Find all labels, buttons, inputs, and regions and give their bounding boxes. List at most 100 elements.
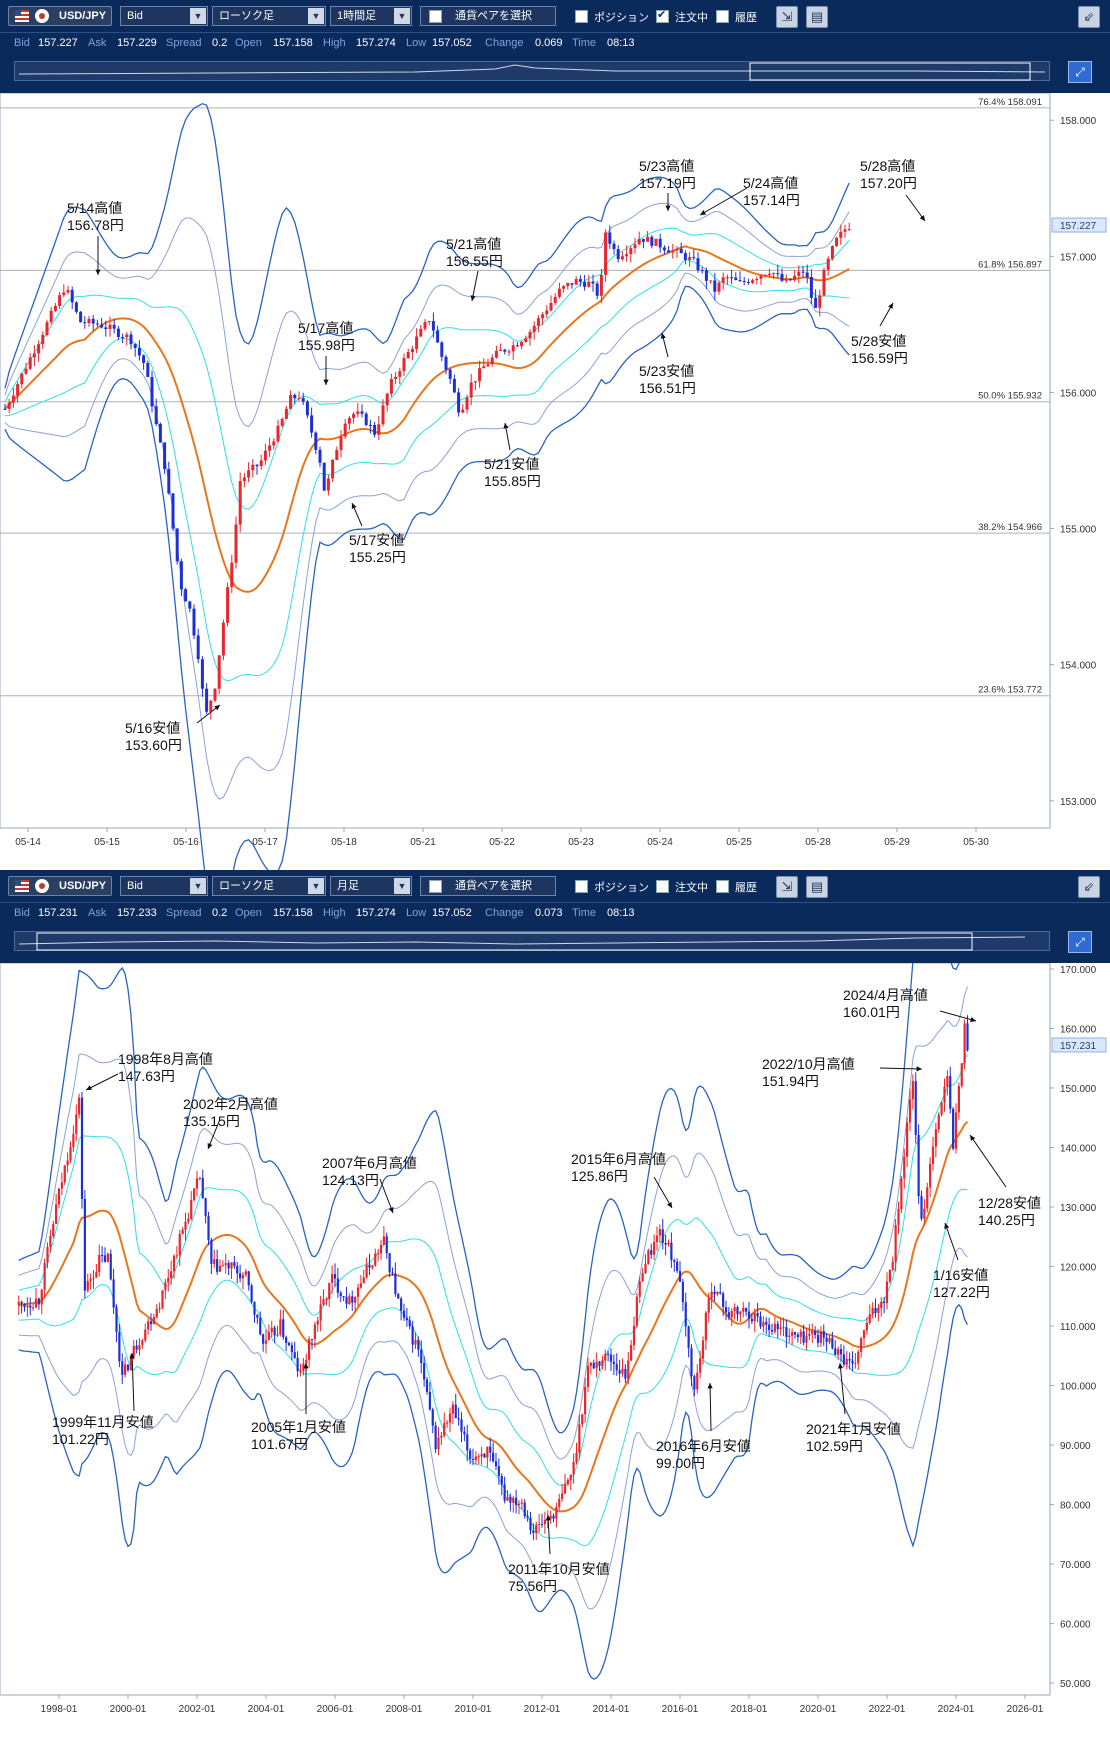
candle-body [688,257,692,260]
candle-body [572,1461,575,1475]
time-label: Time [572,907,597,919]
candle-body [373,425,377,435]
candle-body [398,371,402,377]
order-checkbox[interactable] [656,880,669,893]
candle-body [408,1320,411,1327]
order-checkbox[interactable] [656,8,669,23]
candle-body [256,1314,259,1318]
candle-body [809,277,813,298]
price-axis [1050,963,1110,1695]
expand-icon[interactable]: ⤢ [1068,61,1092,83]
position-checkbox[interactable] [575,880,588,893]
candle-body [647,1250,650,1265]
annotation-label: 5/28高値 [860,158,915,174]
collapse-icon[interactable]: ⇙ [1078,876,1100,898]
timeframe-value: 月足 [337,880,359,892]
monthly-chart[interactable]: 170.000 160.000 150.000 140.000 130.000 120.0… [0,963,1110,1737]
ask-value: 157.233 [117,907,157,919]
candle-body [196,635,200,660]
select-pair-button[interactable]: 通貨ペアを選択 [420,876,556,896]
candle-body [46,1246,49,1263]
fibonacci-label: 50.0% 155.932 [978,391,1042,402]
chart-type-select[interactable]: ローソク足 ▼ [212,6,326,26]
select-pair-button[interactable]: 通貨ペアを選択 [420,6,556,26]
candle-body [181,1229,184,1235]
candle-body [868,1314,871,1323]
candle-body [545,310,549,315]
candle-body [193,1188,196,1201]
candle-body [486,364,490,367]
annotation-arrowhead [129,1353,135,1359]
current-price-label: 157.231 [1060,1041,1097,1052]
candle-body [352,413,356,419]
chart-window-icon[interactable]: ▤ [806,6,828,28]
candle-body [98,1254,101,1272]
y-tick-label: 154.000 [1060,661,1097,672]
history-checkbox[interactable] [716,880,729,893]
hourly-chart[interactable]: 158.000 157.000 156.000 155.000 154.000 153.0… [0,93,1110,870]
currency-pair-selector[interactable]: USD/JPY [8,6,112,26]
candle-body [830,246,834,259]
chart-settings-icon[interactable]: ⇲ [776,876,798,898]
x-tick-label: 05-14 [15,837,41,848]
chart-type-select[interactable]: ローソク足 ▼ [212,876,326,896]
annotation-arrowhead [207,1143,213,1149]
candle-body [690,1348,693,1377]
price-type-select[interactable]: Bid ▼ [120,876,208,896]
candle-body [236,1265,239,1274]
candle-body [678,1270,682,1282]
candle-body [360,411,364,414]
annotation-label: 12/28安値 [978,1195,1041,1211]
candle-body [650,1250,653,1255]
chart-window-icon[interactable]: ▤ [806,876,828,898]
candle-body [209,700,213,712]
timeframe-value: 1時間足 [337,10,377,22]
collapse-icon[interactable]: ⇙ [1078,6,1100,28]
candle-body [538,1523,541,1525]
timeframe-select[interactable]: 月足 ▼ [330,876,412,896]
annotation-arrowhead [837,1363,844,1369]
annotation-value: 157.19円 [639,175,696,191]
history-label: 履歴 [735,12,757,24]
position-checkbox[interactable] [575,10,588,23]
candle-body [880,1301,883,1308]
candle-body [661,1229,664,1244]
chart-settings-icon[interactable]: ⇲ [776,6,798,28]
candle-body [95,1271,98,1278]
currency-pair-selector[interactable]: USD/JPY [8,876,112,896]
candle-body [213,1259,216,1264]
candle-body [135,1345,138,1350]
candle-body [149,1321,153,1325]
annotation-arrow [879,1067,923,1070]
candle-body [379,1244,383,1254]
candle-body [831,1337,834,1349]
history-checkbox[interactable] [716,10,729,23]
candle-body [247,1271,250,1286]
annotation-label: 5/21高値 [446,236,501,252]
candle-body [141,1340,144,1345]
candle-body [763,274,767,276]
timeframe-select[interactable]: 1時間足 ▼ [330,6,412,26]
candle-body [112,324,116,329]
annotation-value: 151.94円 [762,1073,819,1089]
x-tick-label: 05-18 [331,837,357,848]
spread-label: Spread [166,37,202,49]
expand-icon[interactable]: ⤢ [1068,931,1092,953]
bollinger-band [18,986,968,1460]
open-label: Open [235,907,262,919]
candle-body [356,1287,360,1297]
candle-body [633,244,637,249]
price-axis [1050,93,1110,828]
navigator-scrollbar[interactable] [14,931,1050,951]
candle-body [713,1291,716,1295]
price-type-select[interactable]: Bid ▼ [120,6,208,26]
candle-body [23,1303,26,1308]
candle-body [316,1320,319,1325]
history-label: 履歴 [735,882,757,894]
candle-body [431,1409,434,1426]
annotation-arrowhead [970,1135,976,1141]
navigator-scrollbar[interactable] [14,61,1050,81]
candle-body [391,1272,394,1274]
candle-body [500,1475,503,1485]
annotation-label: 1/16安値 [933,1267,988,1283]
